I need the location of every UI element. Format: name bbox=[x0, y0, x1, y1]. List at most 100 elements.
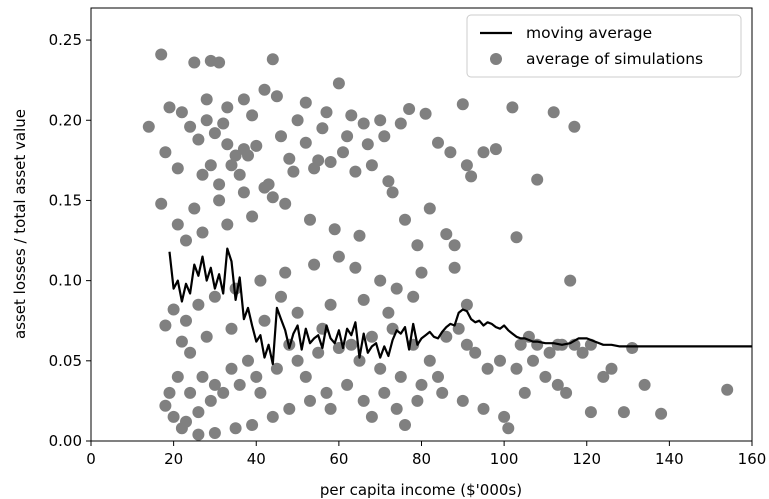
scatter-point-45 bbox=[337, 146, 349, 159]
scatter-point-105 bbox=[436, 386, 449, 399]
scatter-point-175 bbox=[308, 162, 321, 175]
scatter-point-90 bbox=[167, 410, 180, 423]
scatter-point-184 bbox=[299, 370, 312, 383]
scatter-point-188 bbox=[357, 394, 370, 407]
scatter-point-136 bbox=[460, 338, 473, 351]
scatter-point-14 bbox=[221, 101, 234, 114]
scatter-point-198 bbox=[196, 370, 209, 383]
scatter-point-22 bbox=[394, 117, 407, 130]
y-tick-label: 0.00 bbox=[49, 432, 82, 450]
scatter-point-113 bbox=[539, 370, 552, 383]
scatter-point-187 bbox=[341, 378, 354, 391]
scatter-point-167 bbox=[242, 149, 254, 162]
scatter-point-38 bbox=[411, 239, 424, 252]
scatter-point-111 bbox=[518, 386, 531, 399]
scatter-point-18 bbox=[320, 106, 333, 119]
scatter-point-28 bbox=[465, 170, 478, 183]
y-tick-label: 0.25 bbox=[49, 31, 82, 49]
scatter-point-109 bbox=[502, 422, 515, 435]
scatter-point-92 bbox=[192, 406, 205, 419]
scatter-point-24 bbox=[419, 107, 432, 120]
scatter-point-13 bbox=[200, 93, 213, 106]
scatter-point-121 bbox=[617, 406, 630, 419]
x-tick-label: 80 bbox=[412, 450, 431, 468]
scatter-point-150 bbox=[229, 422, 242, 435]
scatter-point-99 bbox=[312, 346, 325, 359]
scatter-point-20 bbox=[357, 117, 370, 130]
scatter-point-60 bbox=[353, 229, 366, 242]
y-tick-label: 0.10 bbox=[49, 272, 82, 290]
scatter-point-21 bbox=[374, 114, 387, 127]
scatter-point-54 bbox=[196, 226, 209, 239]
scatter-point-170 bbox=[266, 191, 279, 204]
scatter-point-81 bbox=[184, 346, 197, 359]
scatter-point-98 bbox=[291, 354, 304, 367]
y-tick-label: 0.15 bbox=[49, 191, 82, 209]
scatter-point-56 bbox=[246, 210, 259, 223]
scatter-point-169 bbox=[258, 181, 271, 194]
scatter-point-143 bbox=[365, 330, 378, 343]
scatter-point-78 bbox=[460, 298, 473, 311]
scatter-point-3 bbox=[155, 197, 168, 210]
scatter-point-120 bbox=[605, 362, 618, 375]
scatter-point-122 bbox=[626, 342, 639, 354]
x-tick-label: 0 bbox=[86, 450, 96, 468]
scatter-point-64 bbox=[180, 314, 192, 327]
scatter-point-65 bbox=[192, 298, 205, 311]
scatter-point-61 bbox=[399, 213, 411, 226]
scatter-point-70 bbox=[308, 258, 321, 271]
scatter-point-133 bbox=[494, 354, 506, 367]
scatter-point-83 bbox=[225, 322, 238, 335]
y-tick-label: 0.20 bbox=[49, 111, 82, 129]
scatter-point-117 bbox=[576, 346, 589, 359]
scatter-point-77 bbox=[448, 261, 461, 274]
scatter-point-197 bbox=[208, 378, 221, 391]
y-tick-label: 0.05 bbox=[49, 352, 82, 370]
scatter-point-142 bbox=[386, 322, 399, 335]
x-tick-label: 100 bbox=[490, 450, 519, 468]
scatter-point-7 bbox=[213, 56, 226, 69]
scatter-point-152 bbox=[192, 428, 205, 441]
scatter-point-149 bbox=[246, 419, 259, 431]
scatter-point-101 bbox=[353, 354, 366, 367]
scatter-point-59 bbox=[328, 223, 341, 236]
scatter-point-58 bbox=[304, 213, 316, 226]
scatter-point-53 bbox=[180, 234, 192, 247]
x-axis-ticks: 0 20 40 60 80 100 120 140 160 bbox=[86, 441, 766, 468]
scatter-point-106 bbox=[456, 394, 469, 407]
scatter-point-157 bbox=[204, 159, 217, 172]
legend-box bbox=[466, 14, 742, 78]
scatter-point-8 bbox=[266, 53, 279, 66]
scatter-point-182 bbox=[275, 290, 287, 303]
scatter-point-37 bbox=[423, 202, 436, 215]
scatter-point-69 bbox=[279, 266, 292, 279]
scatter-point-71 bbox=[332, 250, 345, 263]
x-axis-label: per capita income ($'000s) bbox=[320, 481, 522, 499]
scatter-point-174 bbox=[299, 136, 312, 149]
x-tick-label: 20 bbox=[164, 450, 183, 468]
scatter-point-124 bbox=[655, 407, 668, 420]
scatter-point-5 bbox=[188, 56, 201, 69]
scatter-point-47 bbox=[287, 165, 300, 178]
scatter-point-25 bbox=[432, 136, 444, 149]
scatter-point-191 bbox=[390, 402, 403, 415]
scatter-point-30 bbox=[489, 143, 502, 156]
scatter-point-194 bbox=[254, 386, 267, 399]
scatter-points bbox=[142, 48, 734, 441]
scatter-point-104 bbox=[415, 378, 428, 391]
scatter-point-114 bbox=[551, 378, 564, 391]
scatter-point-148 bbox=[266, 410, 279, 423]
scatter-point-171 bbox=[275, 130, 287, 143]
scatter-point-181 bbox=[382, 175, 395, 188]
y-axis-ticks: 0.00 0.05 0.10 0.15 0.20 0.25 bbox=[49, 31, 91, 450]
legend-marker-swatch bbox=[490, 53, 502, 65]
scatter-point-134 bbox=[481, 362, 494, 375]
y-axis-label: asset losses / total asset value bbox=[11, 109, 29, 339]
scatter-point-31 bbox=[506, 101, 519, 114]
scatter-point-119 bbox=[597, 370, 610, 383]
scatter-point-155 bbox=[229, 149, 242, 162]
scatter-point-55 bbox=[221, 218, 234, 231]
scatter-point-4 bbox=[163, 101, 176, 114]
scatter-point-163 bbox=[208, 127, 221, 140]
